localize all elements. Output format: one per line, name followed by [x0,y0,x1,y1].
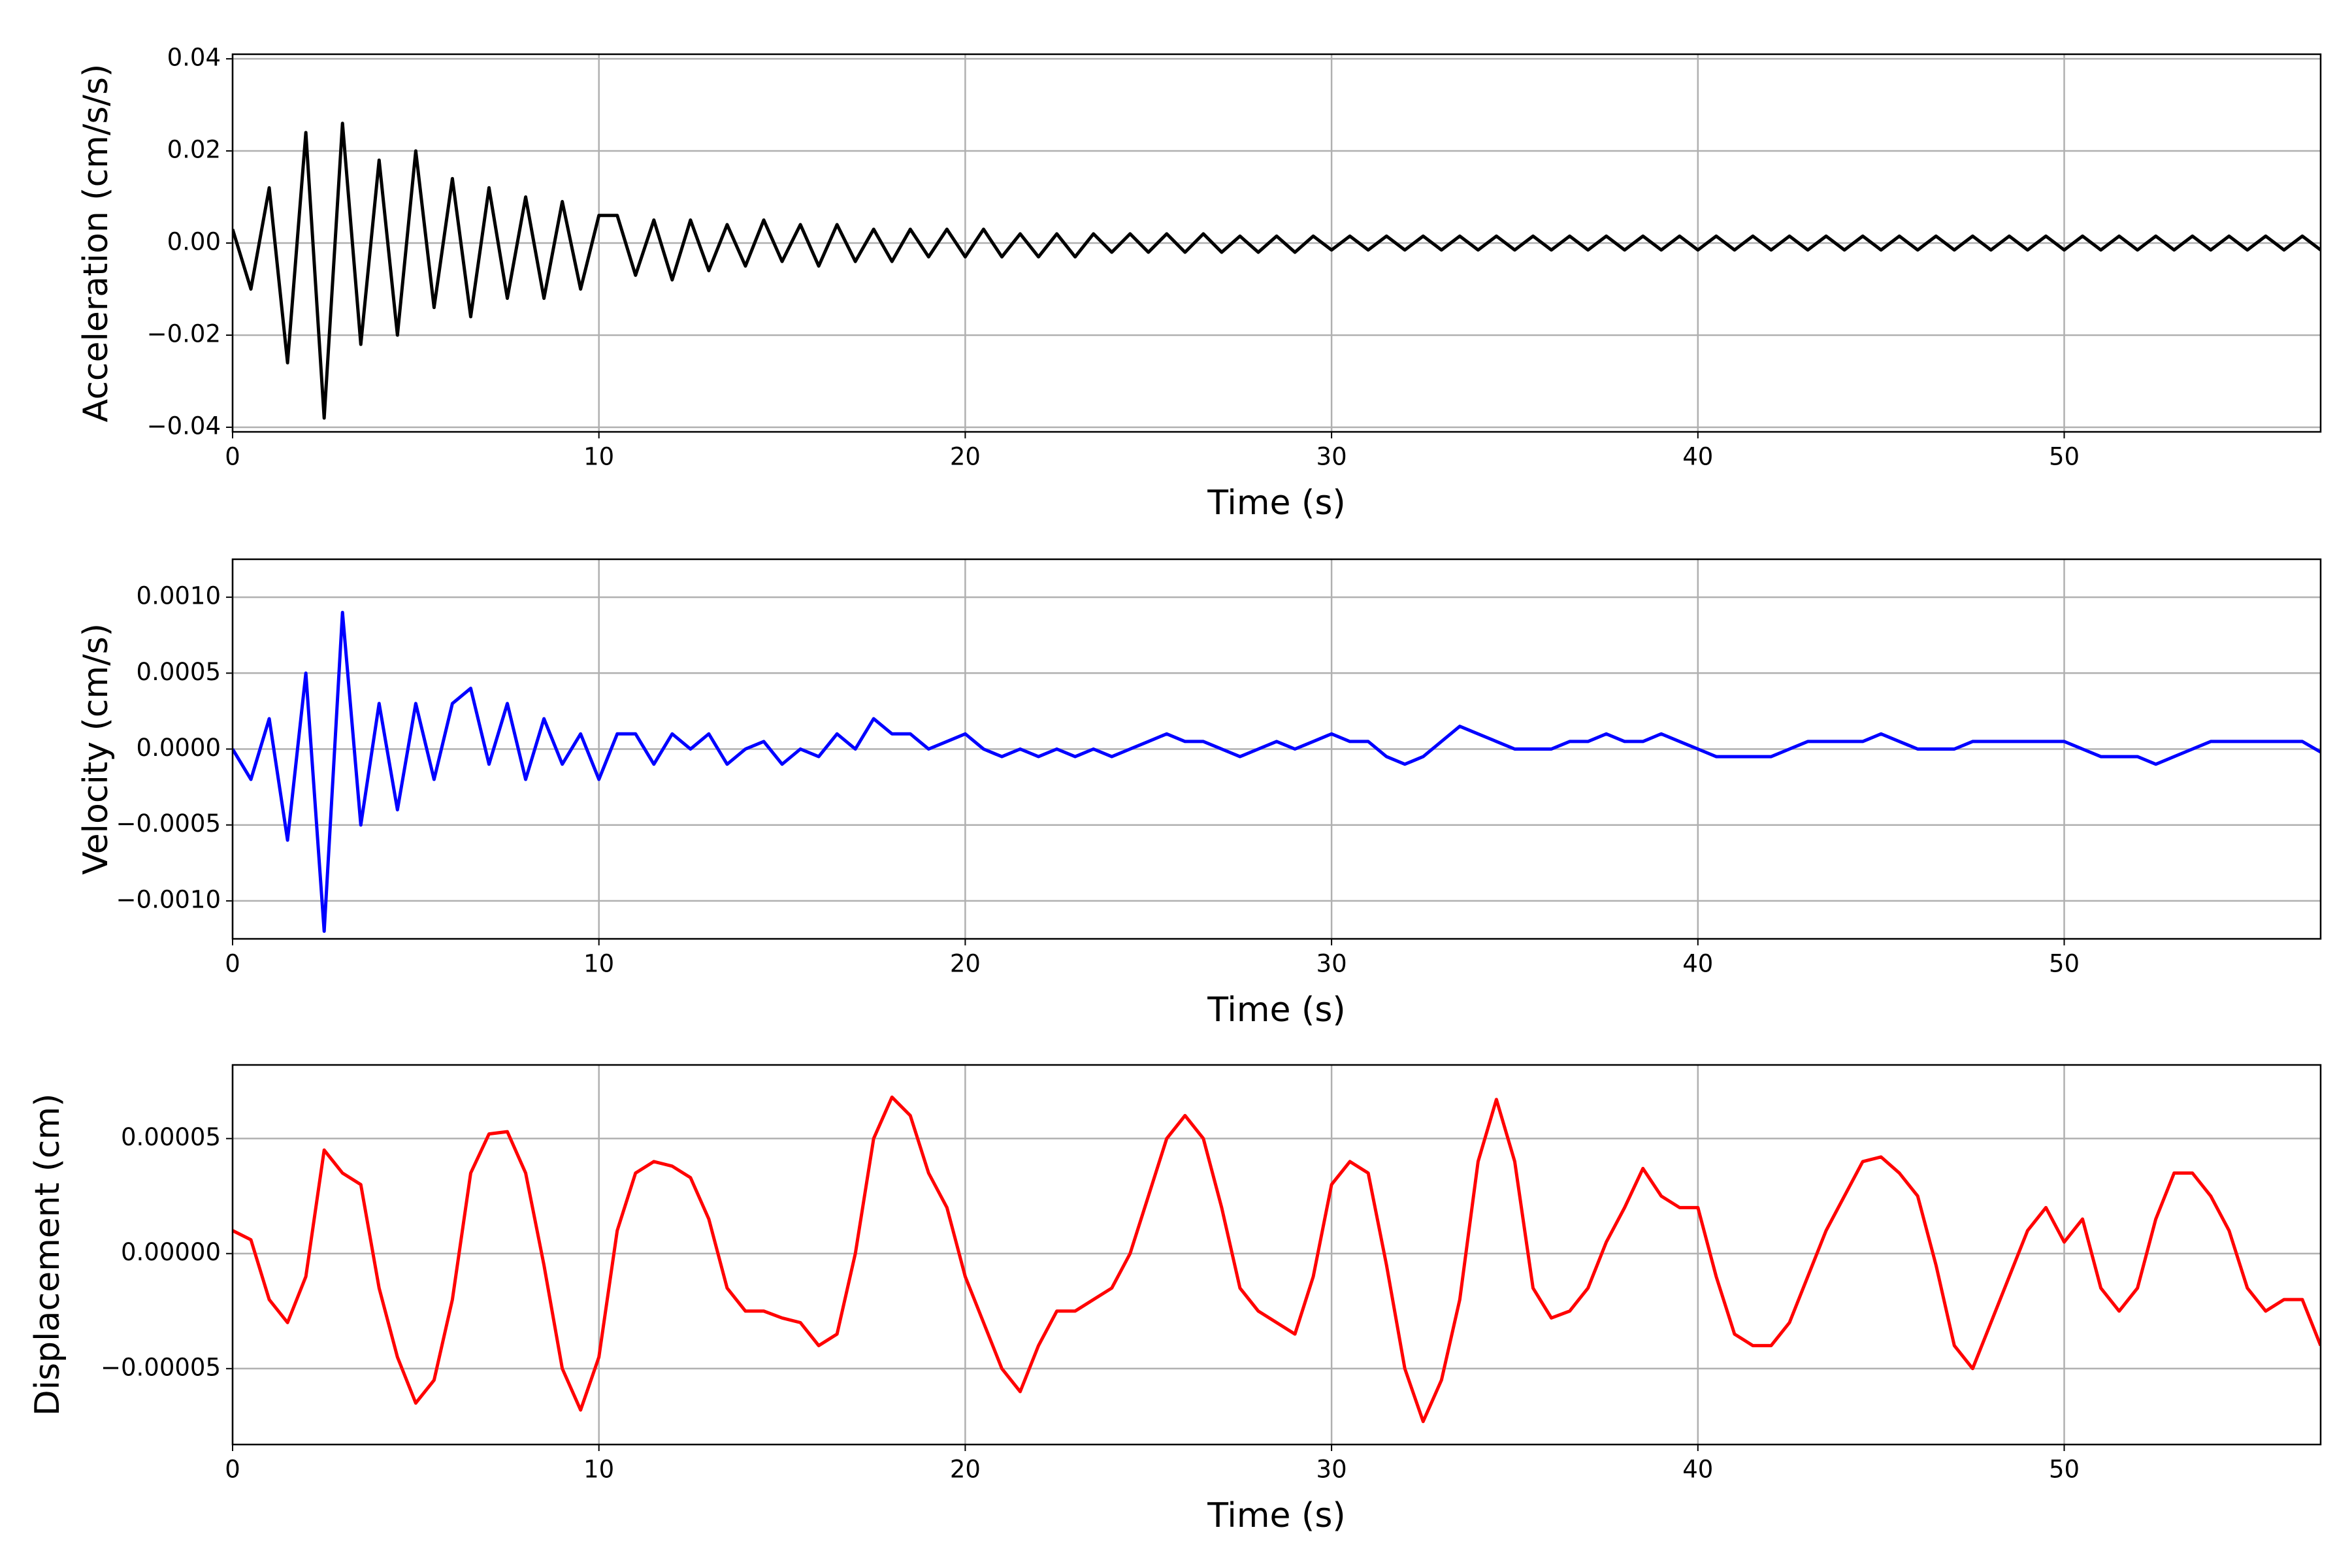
y-tick-label: 0.0000 [137,734,221,762]
x-tick-label: 0 [225,950,240,978]
x-tick-label: 50 [2049,1456,2080,1484]
x-tick-label: 50 [2049,950,2080,978]
y-tick-label: 0.00 [167,228,221,256]
y-axis-label: Displacement (cm) [28,1094,67,1416]
x-tick-label: 40 [1682,1456,1713,1484]
y-tick-label: −0.00005 [101,1353,221,1381]
y-tick-label: 0.00000 [121,1238,221,1266]
axes-frame [231,53,2322,433]
x-tick-label: 10 [583,950,614,978]
x-axis-label: Time (s) [1207,1496,1345,1535]
y-tick-label: −0.04 [147,412,221,440]
x-tick-label: 30 [1316,950,1347,978]
y-tick-label: 0.00005 [121,1123,221,1151]
y-tick-label: −0.0010 [116,885,221,913]
y-axis-label: Velocity (cm/s) [76,623,116,875]
y-tick-label: −0.02 [147,319,221,348]
x-tick-label: 40 [1682,950,1713,978]
y-tick-label: 0.04 [167,44,221,72]
x-tick-label: 20 [950,1456,981,1484]
axes-frame [231,558,2322,940]
x-axis-label: Time (s) [1207,990,1345,1030]
axes-frame [231,1064,2322,1446]
x-tick-label: 0 [225,1456,240,1484]
y-tick-label: 0.02 [167,136,221,164]
x-tick-label: 10 [583,443,614,471]
x-tick-label: 30 [1316,443,1347,471]
x-tick-label: 10 [583,1456,614,1484]
x-tick-label: 0 [225,443,240,471]
x-axis-label: Time (s) [1207,483,1345,523]
x-tick-label: 50 [2049,443,2080,471]
y-tick-label: −0.0005 [116,809,221,838]
x-tick-label: 30 [1316,1456,1347,1484]
x-tick-label: 20 [950,443,981,471]
y-tick-label: 0.0010 [137,582,221,610]
y-tick-label: 0.0005 [137,658,221,686]
y-axis-label: Acceleration (cm/s/s) [76,64,116,423]
data-line [233,1095,2321,1424]
data-line [233,122,2321,420]
x-tick-label: 20 [950,950,981,978]
data-line [233,610,2321,933]
x-tick-label: 40 [1682,443,1713,471]
